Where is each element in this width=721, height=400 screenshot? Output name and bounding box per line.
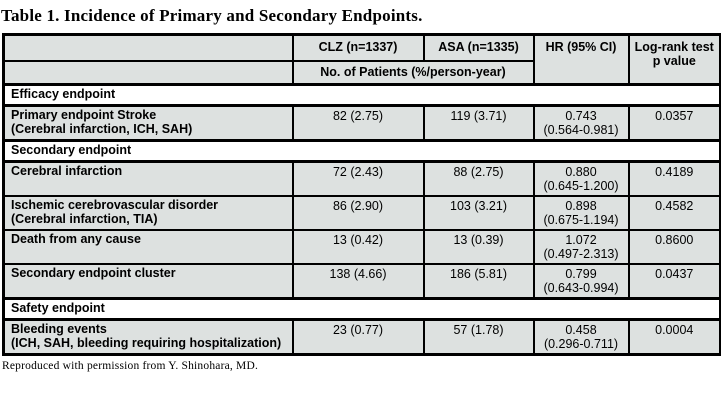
asa-value: 119 (3.71) (422, 104, 535, 142)
section-header: Secondary endpoint (2, 139, 721, 163)
section-row-secondary: Secondary endpoint (2, 139, 721, 163)
row-label: Bleeding events (ICH, SAH, bleeding requi… (2, 318, 294, 356)
hr-ci-value: 1.072 (0.497-2.313) (532, 229, 630, 265)
asa-value: 13 (0.39) (422, 229, 535, 265)
hr-ci-value: 0.743 (0.564-0.981) (532, 104, 630, 142)
table-row-cerebral-infarction: Cerebral infarction 72 (2.43) 88 (2.75) … (2, 160, 721, 197)
p-value: 0.0357 (627, 104, 721, 142)
clz-value: 13 (0.42) (291, 229, 425, 265)
p-value: 0.0004 (627, 318, 721, 356)
table-row-death: Death from any cause 13 (0.42) 13 (0.39)… (2, 229, 721, 265)
col-header-pvalue: Log-rank test p value (627, 33, 721, 86)
table-row-primary-stroke: Primary endpoint Stroke (Cerebral infarct… (2, 104, 721, 142)
header-row-1: CLZ (n=1337) ASA (n=1335) HR (95% CI) Lo… (2, 33, 721, 86)
clz-value: 138 (4.66) (291, 263, 425, 300)
table-row-secondary-cluster: Secondary endpoint cluster 138 (4.66) 18… (2, 263, 721, 300)
section-header: Safety endpoint (2, 297, 721, 321)
attribution-note: Reproduced with permission from Y. Shino… (2, 360, 259, 372)
header-row-2: No. of Patients (%/person-year) (2, 60, 721, 86)
p-value: 0.0437 (627, 263, 721, 300)
row-label: Ischemic cerebrovascular disorder (Cerebr… (2, 195, 294, 231)
hr-ci-value: 0.799 (0.643-0.994) (532, 263, 630, 300)
row-label: Death from any cause (2, 229, 294, 265)
table-title: Table 1. Incidence of Primary and Second… (1, 6, 423, 25)
asa-value: 57 (1.78) (422, 318, 535, 356)
subheader-patients: No. of Patients (%/person-year) (291, 60, 535, 86)
clz-value: 72 (2.43) (291, 160, 425, 197)
col-header-clz: CLZ (n=1337) (291, 33, 425, 62)
col-header-hr: HR (95% CI) (532, 33, 630, 86)
corner-cell (2, 33, 294, 62)
hr-ci-value: 0.880 (0.645-1.200) (532, 160, 630, 197)
col-header-asa: ASA (n=1335) (422, 33, 535, 62)
asa-value: 186 (5.81) (422, 263, 535, 300)
section-row-efficacy: Efficacy endpoint (2, 83, 721, 107)
clz-value: 23 (0.77) (291, 318, 425, 356)
p-value: 0.4189 (627, 160, 721, 197)
section-header: Efficacy endpoint (2, 83, 721, 107)
clz-value: 86 (2.90) (291, 195, 425, 231)
p-value: 0.4582 (627, 195, 721, 231)
row-label: Primary endpoint Stroke (Cerebral infarct… (2, 104, 294, 142)
table-row-ischemic-disorder: Ischemic cerebrovascular disorder (Cerebr… (2, 195, 721, 231)
clz-value: 82 (2.75) (291, 104, 425, 142)
row-label: Cerebral infarction (2, 160, 294, 197)
hr-ci-value: 0.458 (0.296-0.711) (532, 318, 630, 356)
asa-value: 88 (2.75) (422, 160, 535, 197)
row-label: Secondary endpoint cluster (2, 263, 294, 300)
section-row-safety: Safety endpoint (2, 297, 721, 321)
table-row-bleeding: Bleeding events (ICH, SAH, bleeding requi… (2, 318, 721, 356)
asa-value: 103 (3.21) (422, 195, 535, 231)
p-value: 0.8600 (627, 229, 721, 265)
hr-ci-value: 0.898 (0.675-1.194) (532, 195, 630, 231)
endpoints-table: CLZ (n=1337) ASA (n=1335) HR (95% CI) Lo… (2, 33, 721, 356)
corner-cell-2 (2, 60, 294, 86)
